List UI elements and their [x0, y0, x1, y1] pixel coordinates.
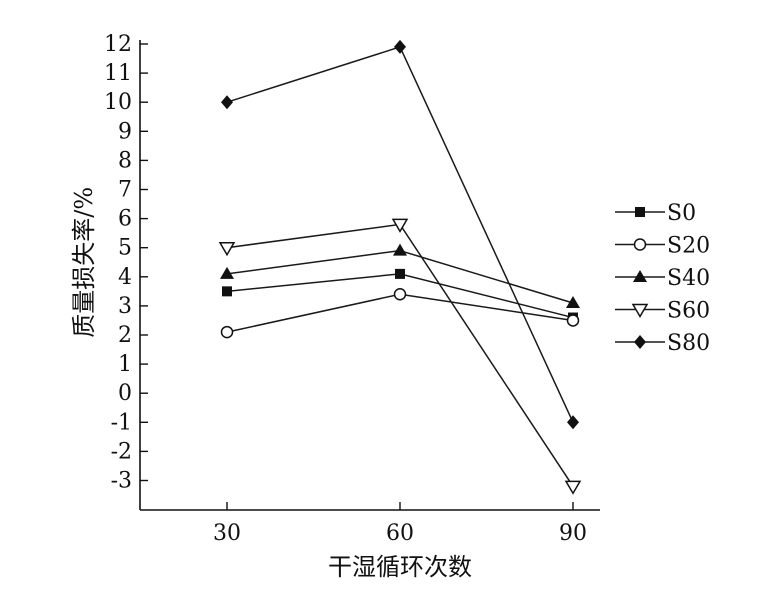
- y-tick-label: 3: [118, 294, 132, 319]
- data-point-s0: [222, 286, 232, 297]
- y-tick-label: 8: [118, 148, 132, 173]
- data-point-s20: [220, 325, 234, 339]
- legend-label-s60: S60: [667, 299, 710, 324]
- data-point-s80: [394, 39, 406, 54]
- legend-label-s40: S40: [667, 266, 710, 291]
- legend-label-s80: S80: [667, 331, 710, 356]
- y-tick-label: -3: [111, 469, 132, 494]
- y-tick-label: 0: [118, 381, 132, 406]
- series-line-s80: [226, 45, 574, 423]
- y-tick-label: -2: [111, 439, 132, 464]
- data-point-s0: [395, 268, 405, 279]
- y-tick-label: -1: [111, 410, 132, 435]
- data-point-s20: [566, 314, 580, 327]
- y-tick-label: 2: [118, 323, 132, 348]
- legend-label-s0: S0: [667, 201, 696, 226]
- y-tick-label: 4: [118, 265, 132, 290]
- data-point-s20: [393, 288, 407, 301]
- x-tick-label: 30: [213, 521, 241, 546]
- y-tick-label: 11: [104, 61, 132, 86]
- series-line-s60: [226, 223, 574, 487]
- legend-marker-s20: [633, 238, 647, 251]
- y-tick-label: 6: [118, 207, 132, 232]
- legend-marker-s40: [633, 270, 647, 282]
- data-point-s40: [393, 243, 407, 256]
- y-tick-label: 10: [104, 90, 132, 115]
- data-point-s60: [218, 241, 236, 257]
- x-tick-label: 60: [386, 521, 414, 546]
- y-tick-label: 1: [118, 352, 132, 377]
- y-tick-label: 9: [118, 119, 132, 144]
- y-axis-title: 质量损失率/%: [70, 187, 98, 338]
- data-point-s80: [221, 95, 233, 110]
- y-tick-label: 12: [104, 32, 132, 57]
- legend-marker-s80: [634, 335, 646, 349]
- data-point-s40: [220, 266, 234, 279]
- legend-label-s20: S20: [667, 234, 710, 259]
- legend-marker-s0: [635, 207, 645, 217]
- x-axis-title: 干湿循环次数: [328, 553, 472, 581]
- data-point-s40: [566, 295, 580, 308]
- x-tick-label: 90: [559, 521, 587, 546]
- data-point-s80: [567, 415, 579, 430]
- legend-marker-s60: [631, 303, 649, 318]
- data-point-s60: [564, 480, 582, 495]
- y-tick-label: 7: [118, 178, 132, 203]
- y-tick-label: 5: [118, 236, 132, 261]
- data-point-s60: [391, 218, 409, 233]
